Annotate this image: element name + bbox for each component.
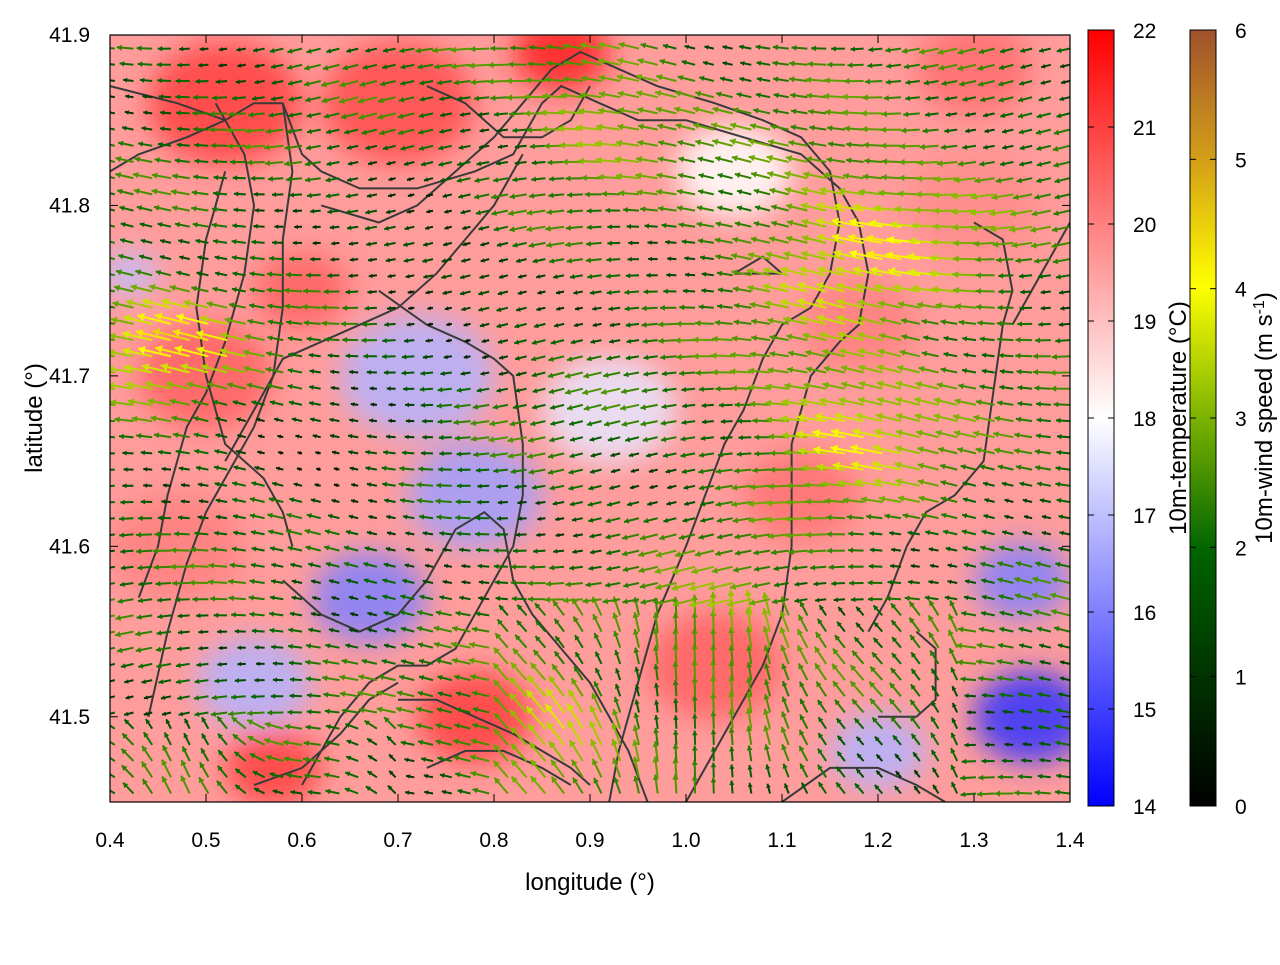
wind-arrow-head: [98, 319, 103, 325]
wind-arrow-head: [106, 695, 110, 700]
wind-arrow-head: [103, 786, 108, 791]
wind-arrow-head: [90, 367, 97, 374]
wind-arrow-head: [103, 721, 108, 726]
wind-arrow-head: [97, 599, 103, 605]
wind-arrow-head: [102, 516, 107, 521]
wind-arrow-head: [98, 417, 103, 423]
wind-arrow-shaft: [101, 502, 115, 503]
wind-arrow-head: [103, 663, 108, 668]
wind-arrow-head: [96, 632, 102, 638]
wind-arrow-head: [106, 679, 110, 684]
wind-arrow-head: [104, 712, 109, 717]
wind-arrow-head: [102, 737, 108, 742]
wind-arrow-shaft: [103, 534, 115, 535]
wind-arrow-head: [100, 582, 105, 588]
wind-arrow-head: [99, 303, 104, 309]
wind-arrow-shaft: [98, 420, 115, 421]
wind-arrow-head: [103, 451, 107, 456]
wind-arrow-head: [100, 648, 105, 654]
wind-arrow-head: [101, 434, 106, 439]
wind-arrow-head: [103, 533, 107, 538]
wind-arrow-head: [95, 615, 101, 621]
wind-arrow-head: [104, 549, 108, 554]
wind-arrow-head: [103, 770, 108, 775]
wind-arrow-shaft: [101, 486, 115, 487]
wind-arrow-head: [102, 467, 106, 472]
wind-arrow-head: [99, 286, 104, 292]
wind-arrow-head: [92, 350, 98, 357]
wind-arrow-head: [94, 400, 100, 407]
wind-arrow-head: [95, 335, 101, 341]
temperature-blob: [340, 315, 494, 438]
wind-arrow-shaft: [102, 518, 115, 519]
wind-arrow-head: [101, 500, 106, 506]
wind-arrow-head: [103, 566, 108, 571]
plot-area: [90, 14, 1089, 807]
wind-arrow-head: [101, 484, 106, 489]
wind-arrow-head: [91, 383, 97, 390]
temperature-blob: [974, 671, 1089, 763]
temperature-blob: [744, 449, 859, 541]
wind-arrow-head: [102, 753, 108, 758]
